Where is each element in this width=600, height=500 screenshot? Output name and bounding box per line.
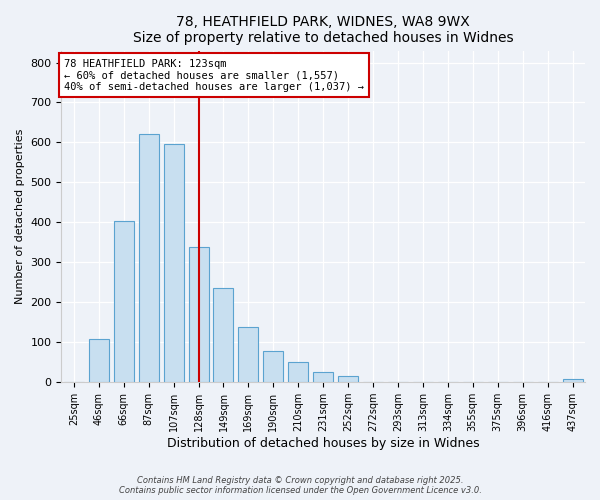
Bar: [188, 247, 209, 382]
Bar: [139, 134, 158, 382]
Bar: [288, 362, 308, 382]
Bar: [313, 372, 333, 382]
Bar: [563, 379, 583, 382]
Title: 78, HEATHFIELD PARK, WIDNES, WA8 9WX
Size of property relative to detached house: 78, HEATHFIELD PARK, WIDNES, WA8 9WX Siz…: [133, 15, 514, 45]
Bar: [164, 144, 184, 382]
Bar: [114, 221, 134, 382]
Y-axis label: Number of detached properties: Number of detached properties: [15, 128, 25, 304]
Bar: [238, 327, 259, 382]
Bar: [338, 376, 358, 382]
Bar: [263, 351, 283, 382]
Text: Contains HM Land Registry data © Crown copyright and database right 2025.
Contai: Contains HM Land Registry data © Crown c…: [119, 476, 481, 495]
Bar: [214, 288, 233, 382]
Bar: [89, 339, 109, 382]
Text: 78 HEATHFIELD PARK: 123sqm
← 60% of detached houses are smaller (1,557)
40% of s: 78 HEATHFIELD PARK: 123sqm ← 60% of deta…: [64, 58, 364, 92]
X-axis label: Distribution of detached houses by size in Widnes: Distribution of detached houses by size …: [167, 437, 479, 450]
